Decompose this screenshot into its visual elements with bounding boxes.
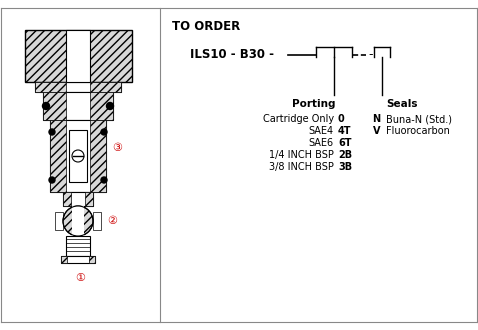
Text: SAE4: SAE4 bbox=[309, 126, 334, 136]
Bar bbox=[90, 120, 106, 192]
Circle shape bbox=[101, 129, 107, 135]
Text: ②: ② bbox=[107, 216, 117, 226]
Text: 1/4 INCH BSP: 1/4 INCH BSP bbox=[269, 150, 334, 160]
Text: 0: 0 bbox=[338, 114, 345, 124]
Circle shape bbox=[101, 177, 107, 183]
Text: Seals: Seals bbox=[386, 99, 417, 109]
Bar bbox=[66, 236, 90, 256]
Circle shape bbox=[107, 103, 113, 110]
Text: N: N bbox=[372, 114, 380, 124]
Bar bbox=[61, 256, 95, 263]
Text: Fluorocarbon: Fluorocarbon bbox=[386, 126, 450, 136]
Text: ③: ③ bbox=[112, 143, 122, 153]
Bar bbox=[35, 82, 121, 92]
Text: Porting: Porting bbox=[293, 99, 336, 109]
Bar bbox=[25, 30, 132, 82]
Bar bbox=[50, 120, 66, 192]
Circle shape bbox=[49, 177, 55, 183]
Bar bbox=[43, 92, 113, 120]
Circle shape bbox=[63, 206, 93, 236]
Bar bbox=[61, 256, 67, 263]
Text: Buna-N (Std.): Buna-N (Std.) bbox=[386, 114, 452, 124]
Bar bbox=[90, 92, 113, 120]
Circle shape bbox=[72, 150, 84, 162]
Bar bbox=[35, 82, 66, 92]
Text: 3/8 INCH BSP: 3/8 INCH BSP bbox=[269, 162, 334, 172]
Circle shape bbox=[43, 103, 50, 110]
Text: -: - bbox=[368, 49, 372, 61]
Bar bbox=[90, 82, 121, 92]
Text: 2B: 2B bbox=[338, 150, 352, 160]
Bar bbox=[85, 192, 93, 206]
Bar bbox=[66, 30, 90, 82]
Bar bbox=[50, 120, 106, 192]
Bar bbox=[63, 192, 71, 206]
Bar bbox=[43, 92, 66, 120]
Bar bbox=[55, 212, 63, 230]
Bar bbox=[63, 192, 93, 206]
Text: 3B: 3B bbox=[338, 162, 352, 172]
Text: ①: ① bbox=[75, 273, 85, 283]
Text: 6T: 6T bbox=[338, 138, 351, 148]
Text: 4T: 4T bbox=[338, 126, 351, 136]
Text: TO ORDER: TO ORDER bbox=[172, 20, 240, 33]
Text: V: V bbox=[372, 126, 380, 136]
Circle shape bbox=[49, 129, 55, 135]
Bar bbox=[69, 130, 87, 182]
Text: SAE6: SAE6 bbox=[309, 138, 334, 148]
Text: ILS10 - B30 -: ILS10 - B30 - bbox=[190, 49, 274, 61]
Bar bbox=[72, 206, 84, 236]
Bar bbox=[89, 256, 95, 263]
Text: Cartridge Only: Cartridge Only bbox=[263, 114, 334, 124]
Bar bbox=[93, 212, 101, 230]
